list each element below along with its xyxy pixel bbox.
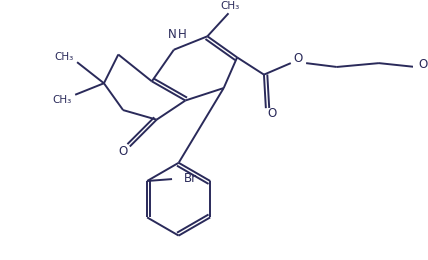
Text: CH₃: CH₃	[54, 52, 73, 62]
Text: O: O	[267, 107, 276, 120]
Text: H: H	[178, 28, 187, 41]
Text: O: O	[419, 57, 428, 70]
Text: O: O	[294, 52, 303, 65]
Text: N: N	[168, 28, 176, 41]
Text: CH₃: CH₃	[221, 1, 240, 11]
Text: O: O	[119, 145, 128, 158]
Text: CH₃: CH₃	[52, 95, 71, 105]
Text: Br: Br	[184, 172, 197, 185]
